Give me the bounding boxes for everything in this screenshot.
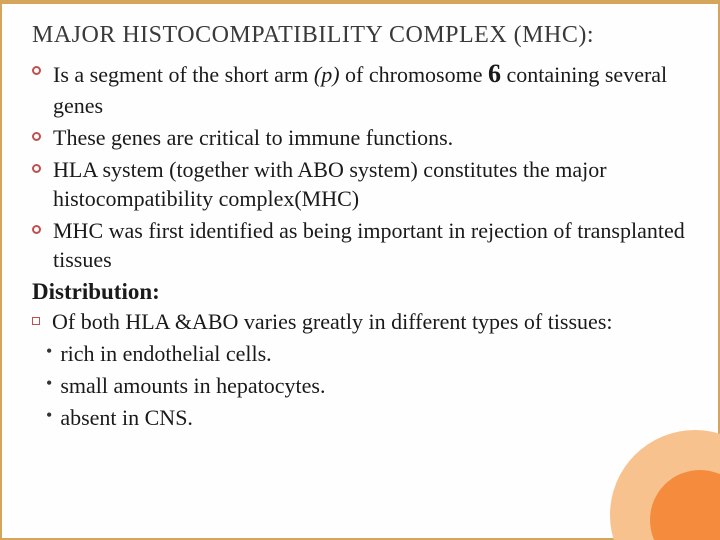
dot-bullet-icon: • (46, 373, 52, 394)
main-bullet-list: Is a segment of the short arm (p) of chr… (32, 57, 688, 275)
distribution-list: Of both HLA &ABO varies greatly in diffe… (32, 307, 688, 432)
text-fragment: Is a segment of the short arm (53, 62, 314, 87)
list-item: • small amounts in hepatocytes. (32, 371, 688, 400)
list-item: MHC was first identified as being import… (32, 216, 688, 274)
bullet-text: absent in CNS. (60, 403, 193, 432)
bullet-text: MHC was first identified as being import… (53, 216, 688, 274)
slide-title: MAJOR HISTOCOMPATIBILITY COMPLEX (MHC): (32, 22, 688, 49)
square-bullet-icon (32, 317, 40, 325)
dot-bullet-icon: • (46, 405, 52, 426)
bullet-text: Of both HLA &ABO varies greatly in diffe… (52, 307, 613, 336)
list-item: These genes are critical to immune funct… (32, 123, 688, 152)
bullet-text: HLA system (together with ABO system) co… (53, 155, 688, 213)
bullet-text: small amounts in hepatocytes. (60, 371, 325, 400)
italic-fragment: (p) (314, 62, 340, 87)
list-item: • absent in CNS. (32, 403, 688, 432)
bullet-text: rich in endothelial cells. (60, 339, 271, 368)
list-item: Of both HLA &ABO varies greatly in diffe… (32, 307, 688, 336)
slide-content: MAJOR HISTOCOMPATIBILITY COMPLEX (MHC): … (32, 22, 688, 432)
dot-bullet-icon: • (46, 341, 52, 362)
list-item: • rich in endothelial cells. (32, 339, 688, 368)
bullet-text: Is a segment of the short arm (p) of chr… (53, 57, 688, 120)
hollow-bullet-icon (32, 164, 41, 173)
bullet-text: These genes are critical to immune funct… (53, 123, 453, 152)
text-fragment: of chromosome (340, 62, 488, 87)
list-item: HLA system (together with ABO system) co… (32, 155, 688, 213)
slide-frame: MAJOR HISTOCOMPATIBILITY COMPLEX (MHC): … (0, 0, 720, 540)
hollow-bullet-icon (32, 66, 41, 75)
hollow-bullet-icon (32, 132, 41, 141)
distribution-subheading: Distribution: (32, 279, 688, 305)
bold-number: 6 (488, 59, 501, 88)
hollow-bullet-icon (32, 225, 41, 234)
list-item: Is a segment of the short arm (p) of chr… (32, 57, 688, 120)
